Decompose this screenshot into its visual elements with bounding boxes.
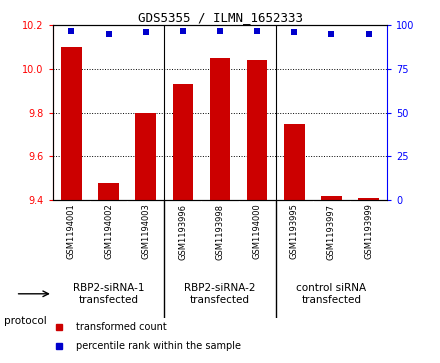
- Text: GSM1193995: GSM1193995: [290, 204, 299, 260]
- Title: GDS5355 / ILMN_1652333: GDS5355 / ILMN_1652333: [138, 11, 303, 24]
- Text: RBP2-siRNA-2
transfected: RBP2-siRNA-2 transfected: [184, 283, 256, 305]
- Point: [291, 29, 298, 35]
- Bar: [284, 124, 304, 200]
- Text: GSM1193998: GSM1193998: [216, 204, 224, 260]
- Point: [142, 29, 149, 35]
- Point: [68, 28, 75, 33]
- Point: [216, 28, 224, 33]
- Text: GSM1194003: GSM1194003: [141, 204, 150, 260]
- Text: GSM1194001: GSM1194001: [67, 204, 76, 259]
- Point: [365, 31, 372, 37]
- Bar: [172, 84, 193, 200]
- Text: control siRNA
transfected: control siRNA transfected: [297, 283, 367, 305]
- Point: [105, 31, 112, 37]
- Text: protocol: protocol: [4, 316, 47, 326]
- Text: GSM1193997: GSM1193997: [327, 204, 336, 260]
- Bar: [247, 60, 268, 200]
- Bar: [136, 113, 156, 200]
- Text: percentile rank within the sample: percentile rank within the sample: [76, 341, 241, 351]
- Text: GSM1193996: GSM1193996: [178, 204, 187, 260]
- Text: GSM1194002: GSM1194002: [104, 204, 113, 259]
- Point: [180, 28, 187, 33]
- Point: [328, 31, 335, 37]
- Bar: [210, 58, 230, 200]
- Bar: [321, 196, 342, 200]
- Bar: [359, 198, 379, 200]
- Bar: [98, 183, 119, 200]
- Text: transformed count: transformed count: [76, 322, 167, 332]
- Bar: [61, 47, 81, 200]
- Text: GSM1194000: GSM1194000: [253, 204, 262, 259]
- Point: [253, 28, 260, 33]
- Text: RBP2-siRNA-1
transfected: RBP2-siRNA-1 transfected: [73, 283, 144, 305]
- Text: GSM1193999: GSM1193999: [364, 204, 373, 260]
